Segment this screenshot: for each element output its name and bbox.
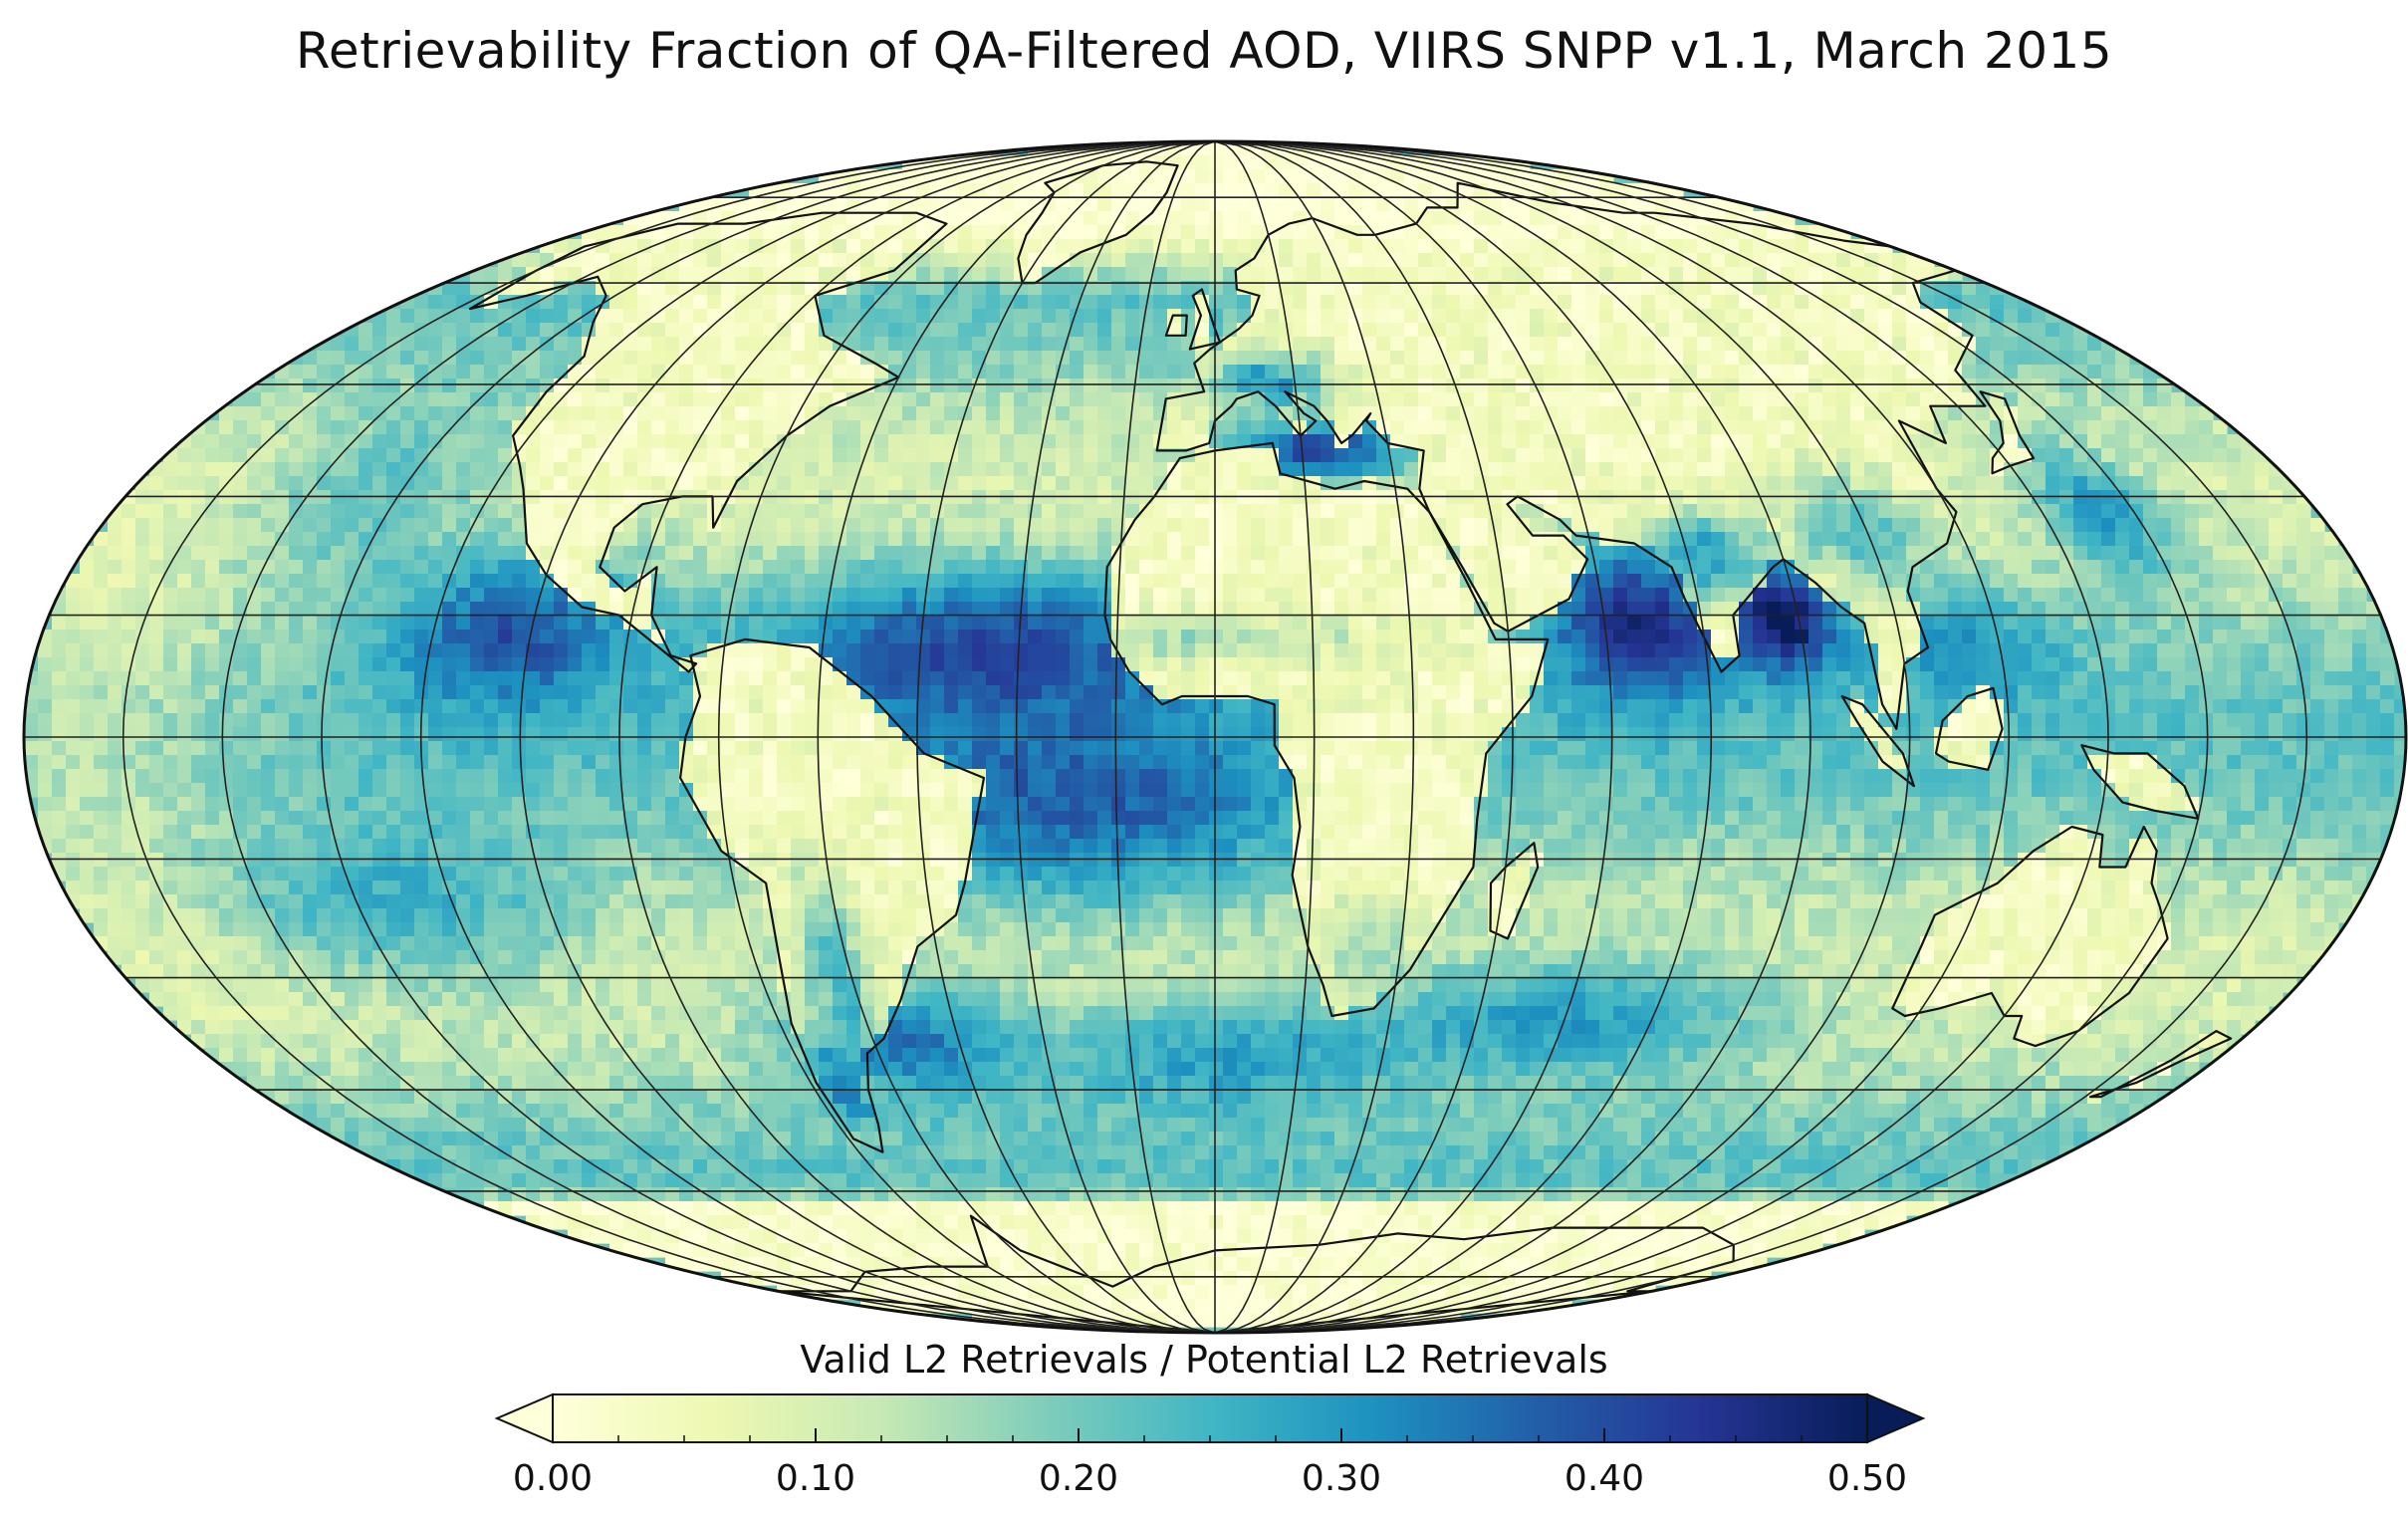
graticule-meridian [618, 141, 1216, 1333]
graticule-meridian [1214, 141, 2308, 1333]
colorbar-tick-label: 0.40 [1565, 1458, 1644, 1499]
graticule-meridian [1214, 141, 1316, 1333]
graticule-meridian [321, 141, 1216, 1333]
coastline [1891, 825, 2169, 1048]
graticule-meridian [1214, 141, 1911, 1333]
colorbar-bar [552, 1393, 1868, 1443]
graticule-meridian [121, 141, 1216, 1333]
graticule-meridian [221, 141, 1216, 1333]
map-globe [22, 139, 2408, 1335]
coastline [2088, 1030, 2233, 1099]
colorbar-ticks: 0.00 0.10 0.20 0.30 0.40 0.50 [513, 1428, 1907, 1499]
colorbar-tick-label: 0.00 [513, 1458, 593, 1499]
colorbar-tick-label: 0.50 [1827, 1458, 1907, 1499]
graticule-meridian [1214, 141, 1415, 1333]
coastline [1188, 288, 1222, 351]
graticule-meridian [1214, 141, 1811, 1333]
graticule-meridian [1214, 141, 1514, 1333]
graticule-meridian [916, 141, 1216, 1333]
graticule-meridian [1214, 141, 2109, 1333]
coastline [1155, 181, 1987, 730]
graticule-meridian [1214, 141, 2209, 1333]
colorbar: 0.00 0.10 0.20 0.30 0.40 0.50 [494, 1392, 1926, 1499]
coastline [1840, 694, 1915, 788]
graticule-meridian [1114, 141, 1216, 1333]
retrievability-field [24, 141, 2406, 1328]
graticule-meridian [1214, 141, 1713, 1333]
colorbar-tick-label: 0.30 [1302, 1458, 1381, 1499]
coastline [1103, 441, 1550, 1018]
coastline [1934, 686, 2004, 771]
colorbar-under-arrow [494, 1392, 554, 1444]
graticule-meridian [817, 141, 1216, 1333]
graticule [24, 141, 2406, 1333]
colorbar-over-arrow [1866, 1392, 1926, 1444]
graticule-meridian [1214, 141, 1613, 1333]
map-title: Retrievability Fraction of QA-Filtered A… [295, 22, 2113, 80]
colorbar-tick-label: 0.20 [1039, 1458, 1118, 1499]
graticule-meridian [717, 141, 1216, 1333]
graticule-meridian [1214, 141, 2011, 1333]
colorbar-tick-label: 0.10 [776, 1458, 855, 1499]
globe-outline [22, 139, 2408, 1335]
colorbar-label: Valid L2 Retrievals / Potential L2 Retri… [800, 1338, 1608, 1382]
coastline [1164, 314, 1188, 337]
graticule-meridian [519, 141, 1216, 1333]
graticule-meridian [419, 141, 1216, 1333]
coastline [1017, 160, 1179, 285]
graticule-meridian [1015, 141, 1216, 1333]
